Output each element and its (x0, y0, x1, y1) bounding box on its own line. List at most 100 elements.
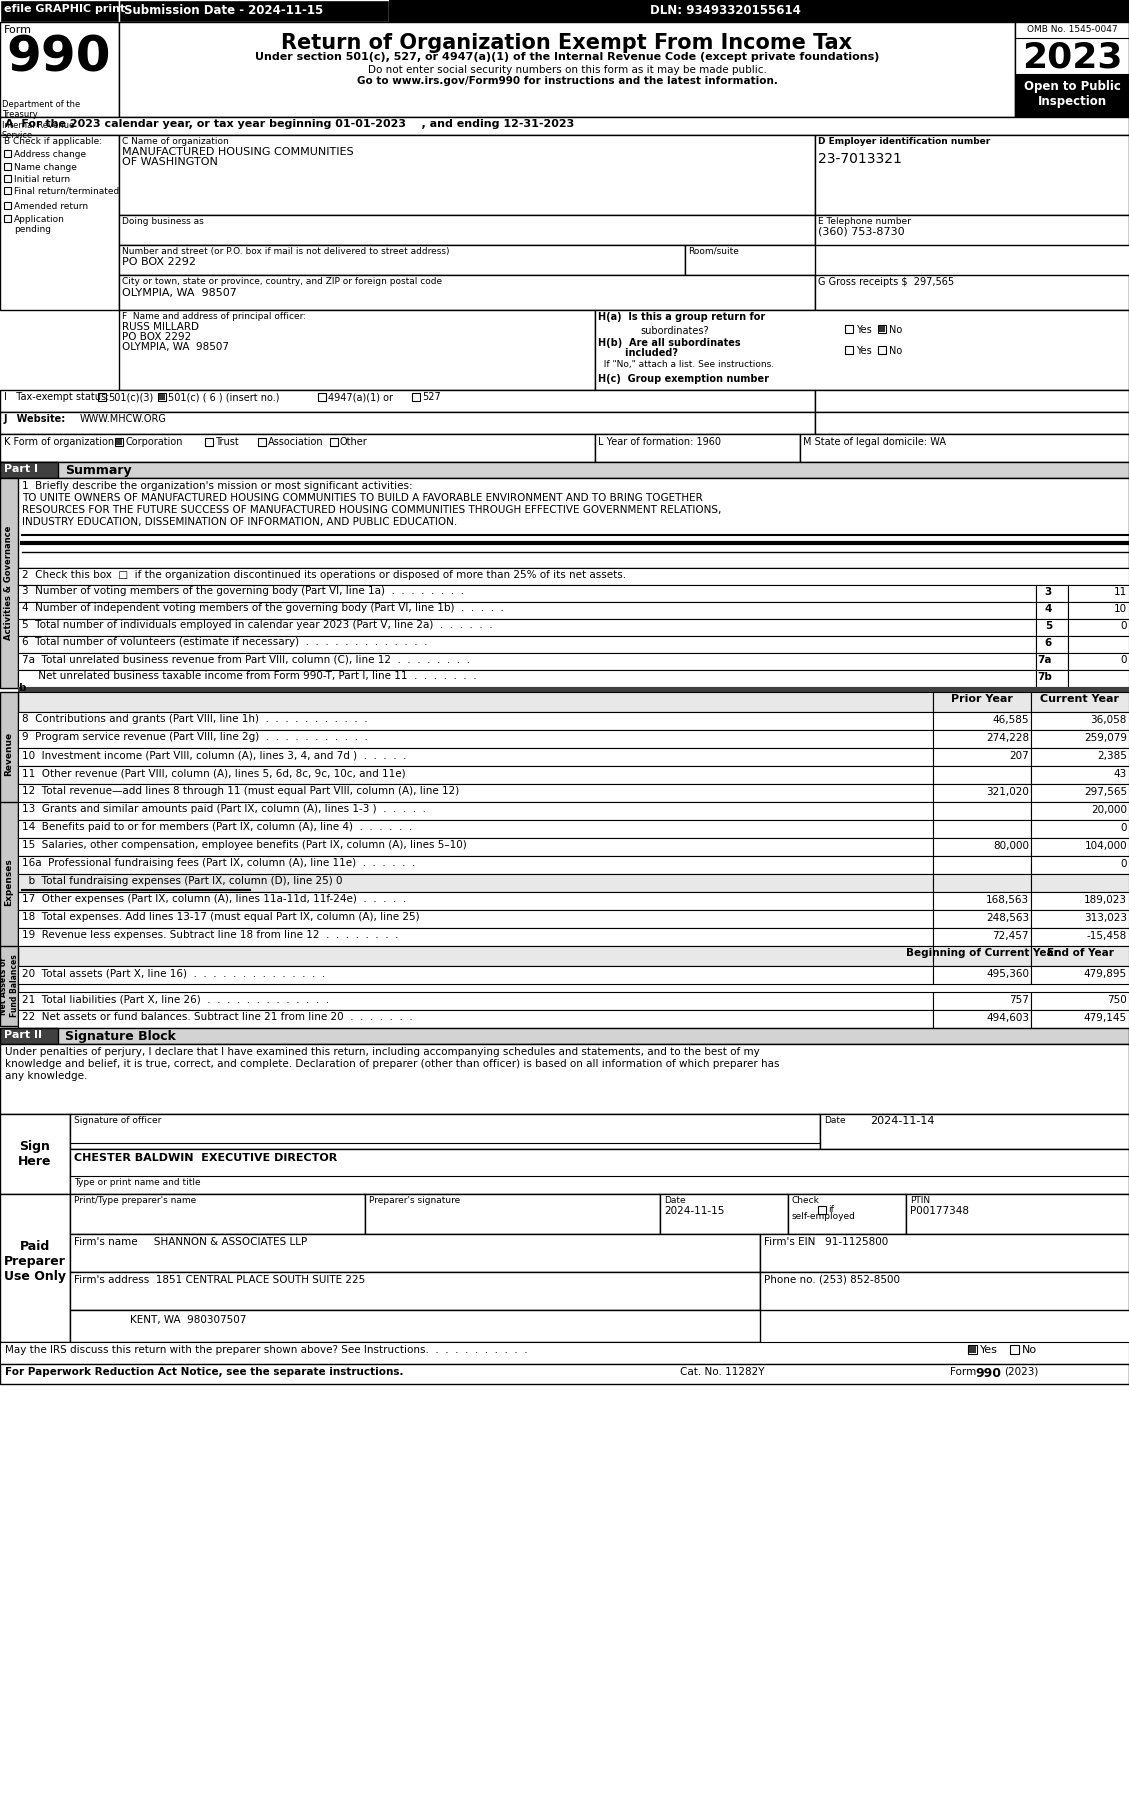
Bar (0, 478, 18, 688)
Text: PO BOX 2292: PO BOX 2292 (122, 332, 191, 342)
Bar (879, 326, 885, 332)
Text: 6: 6 (1044, 638, 1052, 649)
Bar (933, 766, 1031, 784)
Text: 104,000: 104,000 (1084, 842, 1127, 851)
Text: OLYMPIA, WA  98507: OLYMPIA, WA 98507 (122, 342, 229, 351)
Text: 72,457: 72,457 (992, 932, 1029, 941)
Bar (844, 346, 854, 353)
Text: 8  Contributions and grants (Part VIII, line 1h)  .  .  .  .  .  .  .  .  .  .  : 8 Contributions and grants (Part VIII, l… (21, 714, 368, 724)
Bar (760, 1272, 1129, 1310)
Text: Final return/terminated: Final return/terminated (14, 187, 120, 196)
Text: Print/Type preparer's name: Print/Type preparer's name (75, 1197, 196, 1206)
Bar (18, 838, 933, 856)
Text: 16a  Professional fundraising fees (Part IX, column (A), line 11e)  .  .  .  .  : 16a Professional fundraising fees (Part … (21, 858, 415, 869)
Bar (1031, 784, 1129, 802)
Text: D Employer identification number: D Employer identification number (819, 137, 990, 146)
Bar (0, 946, 18, 1025)
Text: 17  Other expenses (Part IX, column (A), lines 11a-11d, 11f-24e)  .  .  .  .  .: 17 Other expenses (Part IX, column (A), … (21, 894, 406, 905)
Text: Firm's name     SHANNON & ASSOCIATES LLP: Firm's name SHANNON & ASSOCIATES LLP (75, 1236, 307, 1247)
Text: Department of the
Treasury
Internal Revenue
Service: Department of the Treasury Internal Reve… (2, 99, 80, 141)
Text: 494,603: 494,603 (986, 1013, 1029, 1024)
Text: No: No (889, 324, 902, 335)
Text: RESOURCES FOR THE FUTURE SUCCESS OF MANUFACTURED HOUSING COMMUNITIES THROUGH EFF: RESOURCES FOR THE FUTURE SUCCESS OF MANU… (21, 505, 721, 515)
Text: H(c)  Group exemption number: H(c) Group exemption number (598, 375, 769, 384)
Bar (18, 692, 933, 712)
Bar (0, 1342, 1129, 1364)
Bar (70, 1114, 820, 1150)
Bar (0, 1195, 70, 1342)
Bar (18, 802, 933, 820)
Text: knowledge and belief, it is true, correct, and complete. Declaration of preparer: knowledge and belief, it is true, correc… (5, 1060, 779, 1069)
Bar (5, 202, 11, 209)
Bar (820, 1114, 1129, 1150)
Bar (119, 0, 390, 22)
Text: 0: 0 (1120, 654, 1127, 665)
Text: DLN: 93493320155614: DLN: 93493320155614 (650, 4, 800, 16)
Bar (1068, 620, 1129, 636)
Text: Sign
Here: Sign Here (18, 1141, 52, 1168)
Text: 479,145: 479,145 (1084, 1013, 1127, 1024)
Text: 479,895: 479,895 (1084, 969, 1127, 978)
Bar (0, 434, 595, 461)
Bar (0, 0, 1129, 22)
Text: 3  Number of voting members of the governing body (Part VI, line 1a)  .  .  .  .: 3 Number of voting members of the govern… (21, 586, 464, 596)
Bar (70, 1310, 760, 1342)
Text: 6  Total number of volunteers (estimate if necessary)  .  .  .  .  .  .  .  .  .: 6 Total number of volunteers (estimate i… (21, 636, 428, 647)
Text: 259,079: 259,079 (1084, 733, 1127, 742)
Text: OLYMPIA, WA  98507: OLYMPIA, WA 98507 (122, 288, 237, 297)
Bar (1031, 1009, 1129, 1027)
Text: MANUFACTURED HOUSING COMMUNITIES: MANUFACTURED HOUSING COMMUNITIES (122, 148, 353, 157)
Text: Address change: Address change (14, 150, 86, 159)
Bar (1031, 946, 1129, 966)
Bar (18, 991, 933, 1009)
Text: 207: 207 (1009, 751, 1029, 760)
Text: Prior Year: Prior Year (951, 694, 1013, 705)
Bar (18, 730, 933, 748)
Text: K Form of organization:: K Form of organization: (5, 438, 117, 447)
Text: Paid
Preparer
Use Only: Paid Preparer Use Only (5, 1240, 65, 1283)
Text: For Paperwork Reduction Act Notice, see the separate instructions.: For Paperwork Reduction Act Notice, see … (5, 1368, 403, 1377)
Text: 12  Total revenue—add lines 8 through 11 (must equal Part VIII, column (A), line: 12 Total revenue—add lines 8 through 11 … (21, 786, 460, 796)
Text: Initial return: Initial return (14, 175, 70, 184)
Text: 7b: 7b (1038, 672, 1052, 681)
Bar (1036, 636, 1068, 652)
Text: H(a)  Is this a group return for: H(a) Is this a group return for (598, 312, 765, 323)
Bar (119, 135, 815, 214)
Bar (1068, 670, 1129, 687)
Bar (1068, 602, 1129, 620)
Text: 46,585: 46,585 (992, 715, 1029, 724)
Text: 10: 10 (1114, 604, 1127, 614)
Text: subordinates?: subordinates? (640, 326, 709, 335)
Bar (1015, 22, 1129, 117)
Bar (819, 1206, 826, 1215)
Bar (933, 784, 1031, 802)
Text: Current Year: Current Year (1041, 694, 1120, 705)
Bar (1031, 766, 1129, 784)
Bar (18, 602, 1036, 620)
Text: 14  Benefits paid to or for members (Part IX, column (A), line 4)  .  .  .  .  .: 14 Benefits paid to or for members (Part… (21, 822, 412, 833)
Bar (933, 730, 1031, 748)
Bar (1031, 692, 1129, 712)
Text: Name change: Name change (14, 162, 77, 171)
Bar (1068, 652, 1129, 670)
Text: 2023: 2023 (1022, 40, 1122, 74)
Text: 757: 757 (1009, 995, 1029, 1006)
Text: Form: Form (5, 25, 32, 34)
Text: L Year of formation: 1960: L Year of formation: 1960 (598, 438, 721, 447)
Text: 11: 11 (1113, 587, 1127, 596)
Bar (1031, 748, 1129, 766)
Text: No: No (889, 346, 902, 357)
Bar (1031, 910, 1129, 928)
Bar (933, 928, 1031, 946)
Bar (595, 310, 1129, 389)
Text: Type or print name and title: Type or print name and title (75, 1179, 201, 1188)
Text: A  For the 2023 calendar year, or tax year beginning 01-01-2023    , and ending : A For the 2023 calendar year, or tax yea… (5, 119, 575, 130)
Bar (18, 652, 1036, 670)
Text: Signature Block: Signature Block (65, 1031, 176, 1043)
Bar (0, 1364, 1129, 1384)
Bar (933, 692, 1031, 712)
Text: End of Year: End of Year (1047, 948, 1113, 959)
Bar (595, 434, 800, 461)
Bar (119, 310, 595, 389)
Text: Firm's EIN   91-1125800: Firm's EIN 91-1125800 (764, 1236, 889, 1247)
